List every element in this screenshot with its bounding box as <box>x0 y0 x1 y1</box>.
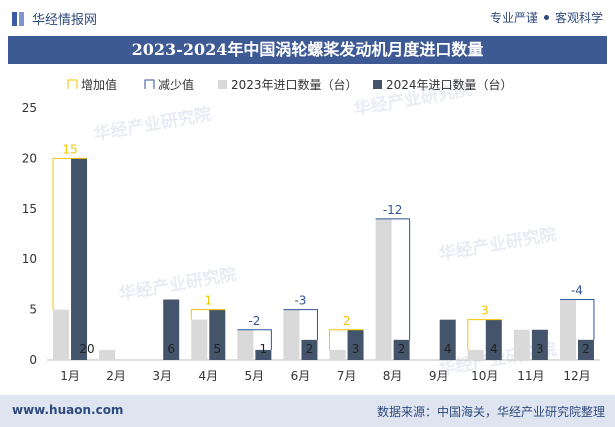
legend-label: 减少值 <box>158 77 194 92</box>
x-tick-label: 10月 <box>471 369 498 383</box>
bar-value-label: 4 <box>490 342 498 356</box>
slogan-tag-1: 专业严谨 <box>489 11 538 25</box>
decrease-bracket <box>559 299 595 340</box>
y-tick-label: 0 <box>29 353 37 367</box>
x-tick-label: 3月 <box>152 369 172 383</box>
bar-2024 <box>439 319 456 360</box>
bar-2023 <box>513 329 530 360</box>
bar-value-label: 6 <box>167 342 175 356</box>
x-tick-label: 9月 <box>429 369 449 383</box>
bar-2024 <box>71 158 88 360</box>
watermark-text: 华经产业研究院 <box>437 224 558 265</box>
legend-label: 增加值 <box>81 77 117 92</box>
bar-value-label: 5 <box>213 342 221 356</box>
bar-value-label: 3 <box>536 342 544 356</box>
legend-label: 2023年进口数量（台） <box>231 77 358 92</box>
bar-2024 <box>393 339 410 360</box>
brand: 华经情报网 <box>12 9 97 28</box>
bar-2023 <box>237 329 254 360</box>
y-tick-label: 25 <box>22 101 37 115</box>
y-tick-label: 20 <box>22 151 37 165</box>
bar-value-label: 4 <box>444 342 452 356</box>
bar-value-label: 3 <box>352 342 360 356</box>
bar-2023 <box>191 319 208 360</box>
increase-bracket <box>467 319 502 350</box>
watermark-text: 华经产业研究院 <box>117 264 238 305</box>
x-tick-label: 7月 <box>337 369 357 383</box>
legend-swatch <box>67 79 78 89</box>
bar-2023 <box>283 309 300 360</box>
x-tick-label: 12月 <box>563 369 590 383</box>
bar-2023 <box>559 299 576 360</box>
bar-value-label: 2 <box>306 342 314 356</box>
footer: www.huaon.com 数据来源：中国海关，华经产业研究院整理 <box>0 395 615 427</box>
change-label: 3 <box>481 304 489 318</box>
legend-swatch <box>218 80 227 89</box>
top-bar: 华经情报网 专业严谨 客观科学 <box>0 0 615 36</box>
bar-value-label: 2 <box>398 342 406 356</box>
y-tick-label: 10 <box>22 252 37 266</box>
bar-2023 <box>53 309 70 360</box>
brand-name: 华经情报网 <box>32 13 98 28</box>
footer-website: www.huaon.com <box>12 403 124 417</box>
bar-2024 <box>531 329 548 360</box>
bar-2024 <box>209 309 226 360</box>
x-tick-label: 5月 <box>245 369 265 383</box>
chart: 华经产业研究院华经产业研究院华经产业研究院华经产业研究院华经产业研究院 0510… <box>22 77 600 383</box>
x-tick-label: 11月 <box>517 369 544 383</box>
bullet-icon <box>543 15 549 20</box>
increase-bracket <box>190 309 226 320</box>
slogan: 专业严谨 客观科学 <box>490 9 603 26</box>
legend-label: 2024年进口数量（台） <box>386 77 513 92</box>
decrease-bracket <box>237 329 272 350</box>
decrease-bracket <box>375 218 411 340</box>
legend-swatch <box>373 80 382 89</box>
x-tick-label: 2月 <box>106 369 126 383</box>
decrease-bracket <box>283 309 318 340</box>
bar-2024 <box>163 299 180 360</box>
change-label: 1 <box>204 294 212 308</box>
y-tick-label: 15 <box>22 202 37 216</box>
bar-value-label: 2 <box>582 342 590 356</box>
x-tick-label: 4月 <box>198 369 218 383</box>
bar-2024 <box>255 349 272 360</box>
bar-2024 <box>485 319 502 360</box>
bar-2023 <box>329 349 346 360</box>
bar-2024 <box>577 339 594 360</box>
bar-2023 <box>99 349 116 360</box>
increase-bracket <box>52 157 88 310</box>
brand-logo-icon <box>12 11 26 26</box>
change-label: -12 <box>383 203 403 217</box>
change-label: -3 <box>294 294 306 308</box>
x-tick-label: 6月 <box>291 369 311 383</box>
x-tick-label: 1月 <box>60 369 80 383</box>
change-label: 15 <box>62 142 77 156</box>
bar-2023 <box>375 218 392 360</box>
y-tick-label: 5 <box>29 303 37 317</box>
change-label: -2 <box>248 314 260 328</box>
change-label: -4 <box>571 284 583 298</box>
slogan-tag-2: 客观科学 <box>554 11 603 25</box>
bar-2024 <box>347 329 364 360</box>
x-tick-label: 8月 <box>383 369 403 383</box>
chart-title: 2023-2024年中国涡轮螺桨发动机月度进口数量 <box>8 36 607 64</box>
bar-2024 <box>301 339 318 360</box>
bar-2023 <box>467 349 484 360</box>
legend-swatch <box>144 79 155 89</box>
bar-value-label: 1 <box>260 342 268 356</box>
watermark-text: 华经产业研究院 <box>92 104 213 145</box>
increase-bracket <box>329 329 364 350</box>
bar-value-label: 20 <box>79 342 94 356</box>
footer-source: 数据来源：中国海关，华经产业研究院整理 <box>376 405 605 419</box>
legend: 增加值 减少值 2023年进口数量（台） 2024年进口数量（台） <box>67 77 513 92</box>
change-label: 2 <box>343 314 351 328</box>
